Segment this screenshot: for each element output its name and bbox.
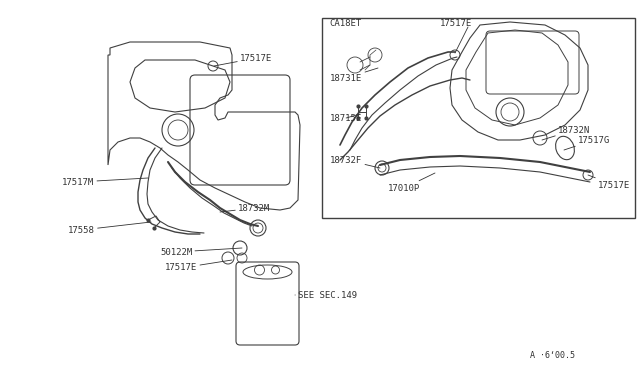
Text: 50122M: 50122M bbox=[160, 247, 242, 257]
Text: A ·6‘00.5: A ·6‘00.5 bbox=[530, 351, 575, 360]
Text: CA18ET: CA18ET bbox=[329, 19, 361, 28]
Text: 18732F: 18732F bbox=[330, 155, 380, 168]
Text: 18715E: 18715E bbox=[330, 113, 362, 122]
Text: 18732N: 18732N bbox=[542, 125, 590, 140]
Text: 17517E: 17517E bbox=[588, 175, 630, 189]
Text: 17517E: 17517E bbox=[165, 260, 232, 273]
Bar bbox=[322, 18, 635, 218]
Text: 17010P: 17010P bbox=[388, 173, 435, 192]
Text: SEE SEC.149: SEE SEC.149 bbox=[295, 291, 357, 299]
Text: 17517E: 17517E bbox=[440, 19, 472, 28]
Text: 17517M: 17517M bbox=[62, 177, 148, 186]
Text: 17558: 17558 bbox=[68, 222, 151, 234]
Text: 17517G: 17517G bbox=[564, 135, 611, 150]
Text: 18732M: 18732M bbox=[220, 203, 270, 212]
Text: 18731E: 18731E bbox=[330, 68, 378, 83]
Text: 17517E: 17517E bbox=[214, 54, 272, 66]
